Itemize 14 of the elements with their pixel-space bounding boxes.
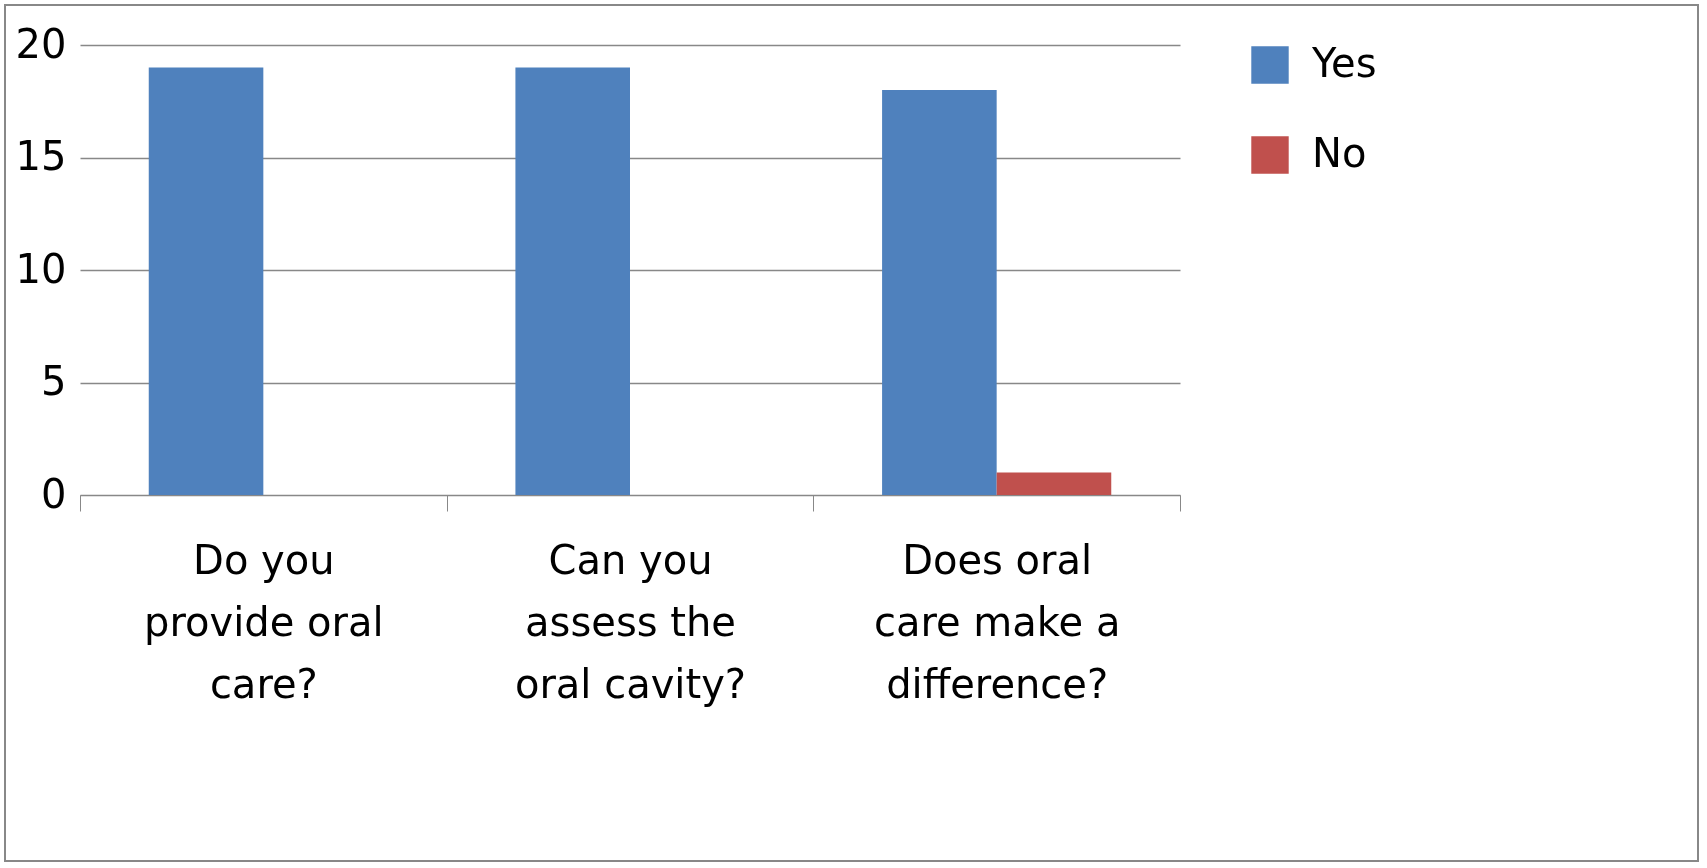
y-tick-label: 15 (15, 133, 67, 179)
bar (148, 67, 264, 495)
y-tick-label: 20 (15, 20, 67, 67)
y-tick-label: 0 (41, 470, 67, 517)
x-tick-label: Can you assess the oral cavity? (514, 536, 747, 707)
bar (515, 67, 630, 495)
x-tick-label: Do you provide oral care? (144, 536, 384, 707)
legend-label: Yes (1311, 40, 1377, 86)
x-tick-label: Does oral care make a difference? (873, 536, 1121, 707)
bar (882, 90, 997, 495)
y-tick-label: 10 (15, 245, 67, 292)
y-tick-label: 5 (41, 358, 67, 404)
bar (996, 472, 1112, 495)
legend-label: No (1312, 130, 1367, 176)
